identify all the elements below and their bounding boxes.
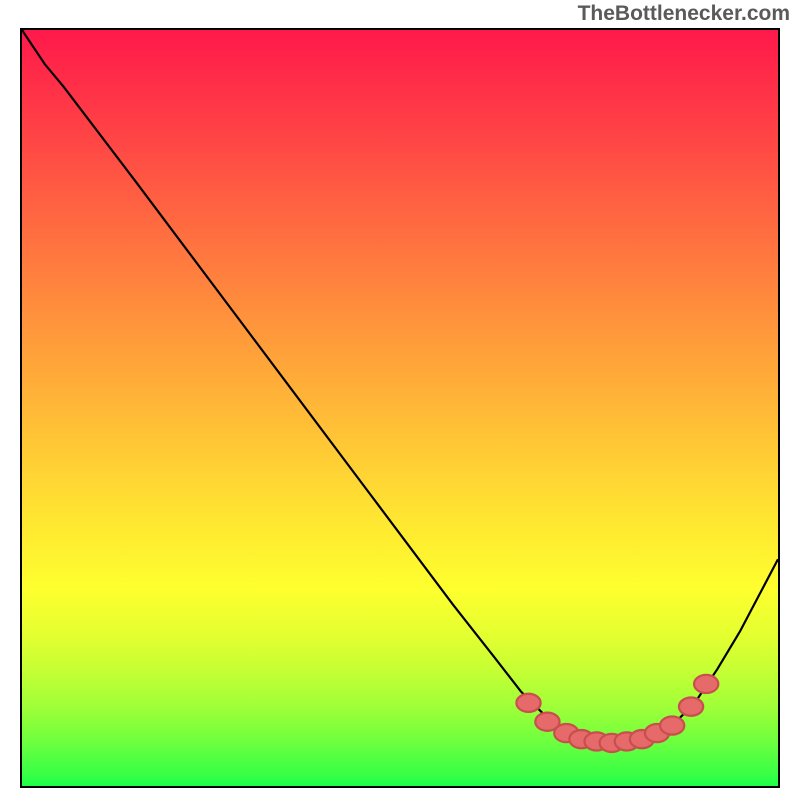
- chart-svg: [22, 30, 778, 786]
- curve-marker: [660, 716, 684, 734]
- curve-marker: [679, 698, 703, 716]
- curve-marker: [694, 675, 718, 693]
- curve-marker: [516, 694, 540, 712]
- chart-container: TheBottlenecker.com: [0, 0, 800, 800]
- marker-group: [516, 675, 718, 752]
- chart-plot-area: [20, 28, 780, 788]
- attribution-link[interactable]: TheBottlenecker.com: [578, 2, 790, 26]
- bottleneck-curve: [22, 30, 778, 743]
